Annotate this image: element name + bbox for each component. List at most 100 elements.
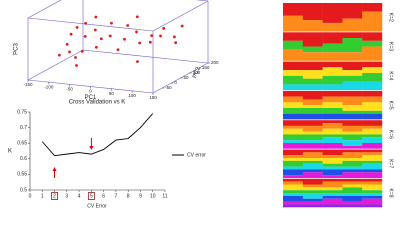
ancestry-segment (362, 204, 383, 208)
arrow-head (89, 146, 94, 150)
point (69, 32, 73, 36)
ancestry-segment (283, 113, 303, 120)
y-tick-label: 0.6 (20, 156, 27, 162)
ancestry-segment (283, 15, 303, 32)
ancestry-segment (302, 61, 323, 71)
y-tick-label: 0.65 (17, 141, 27, 147)
x-tick-label: 1 (41, 193, 44, 199)
ancestry-segment (302, 178, 323, 185)
ancestry-segment (362, 198, 383, 205)
ancestry-segment (362, 125, 383, 129)
ancestry-segment (302, 120, 323, 126)
ancestry-segment (283, 140, 303, 143)
ancestry-segment (283, 90, 303, 97)
ancestry-segment (322, 108, 343, 114)
x-tick-label: 5 (90, 193, 93, 199)
ancestry-segment (362, 193, 383, 196)
ancestry-segment (302, 108, 323, 114)
point (126, 24, 130, 27)
ancestry-segment (302, 20, 323, 32)
ancestry-segment (302, 184, 323, 188)
ancestry-segment (302, 134, 323, 141)
ancestry-segment (322, 149, 343, 156)
x-tick-label: 100 (128, 93, 136, 98)
ancestry-segment (322, 90, 343, 97)
ancestry-segment (283, 61, 303, 71)
ancestry-segment (362, 190, 383, 194)
row-label: K=6 (388, 130, 394, 139)
ancestry-segment (302, 152, 323, 159)
ancestry-segment (322, 32, 343, 44)
ancestry-segment (302, 131, 323, 135)
ancestry-segment (302, 201, 323, 205)
ancestry-segment (322, 3, 343, 23)
line (41, 113, 154, 157)
ancestry-segment (362, 3, 383, 12)
x-tick-label: 6 (102, 193, 105, 199)
ancestry-segment (302, 190, 323, 194)
ancestry-segment (342, 18, 363, 32)
x-tick-label: 0 (89, 89, 92, 94)
row-label: K=3 (388, 42, 394, 51)
point (94, 45, 98, 49)
point (135, 30, 138, 34)
point (108, 34, 112, 38)
ancestry-segment (283, 195, 303, 202)
ancestry-segment (322, 204, 343, 208)
ancestry-segment (283, 178, 303, 182)
ancestry-segment (342, 140, 363, 146)
ancestry-segment (302, 158, 323, 161)
ancestry-segment (362, 169, 383, 173)
ancestry-segment (362, 160, 383, 164)
ancestry-segment (342, 134, 363, 141)
ancestry-segment (322, 120, 343, 124)
box-edge (27, 17, 154, 32)
ancestry-segment (362, 73, 383, 82)
ancestry-segment (322, 198, 343, 205)
ancestry-segment (283, 125, 303, 129)
ancestry-segment (302, 187, 323, 191)
ancestry-segment (283, 181, 303, 185)
ancestry-segment (342, 96, 363, 106)
point (84, 21, 88, 25)
row-label: K=4 (388, 71, 394, 80)
y-tick-label: -50 (165, 85, 172, 90)
ancestry-segment (342, 152, 363, 159)
z-axis-label: PC3 (14, 43, 20, 55)
y-tick-label: 0.75 (17, 109, 27, 115)
x-tick-label: 8 (127, 193, 130, 199)
x-tick-label: 10 (150, 193, 156, 199)
ancestry-segment (322, 158, 343, 164)
ancestry-segment (302, 198, 323, 202)
ancestry-segment (302, 140, 323, 143)
ancestry-segment (322, 190, 343, 194)
ancestry-segment (362, 181, 383, 185)
ancestry-segment (283, 84, 303, 91)
ancestry-segment (283, 75, 303, 85)
ancestry-segment (342, 178, 363, 182)
ancestry-segment (283, 120, 303, 126)
ancestry-segment (283, 134, 303, 141)
ancestry-segment (342, 184, 363, 188)
ancestry-segment (302, 143, 323, 149)
x-tick-label: 3 (65, 193, 68, 199)
ancestry-segment (322, 143, 343, 149)
ancestry-segment (283, 204, 303, 208)
ancestry-segment (362, 113, 383, 120)
ancestry-segment (322, 52, 343, 61)
ancestry-segment (302, 99, 323, 106)
figure: Cross Validation vs K K CV Error -150 -10… (8, 0, 394, 209)
ancestry-segment (342, 38, 363, 53)
x-tick-label: 0 (29, 193, 32, 199)
ancestry-segment (322, 113, 343, 120)
x-tick-label: -150 (23, 82, 33, 87)
ancestry-segment (342, 169, 363, 173)
point (136, 60, 139, 63)
ancestry-segment (362, 128, 383, 135)
ancestry-segment (283, 102, 303, 108)
arrow-head (52, 167, 57, 171)
ancestry-segment (302, 125, 323, 132)
box-edge (195, 0, 209, 2)
ancestry-segment (362, 137, 383, 143)
ancestry-segment (362, 67, 383, 73)
